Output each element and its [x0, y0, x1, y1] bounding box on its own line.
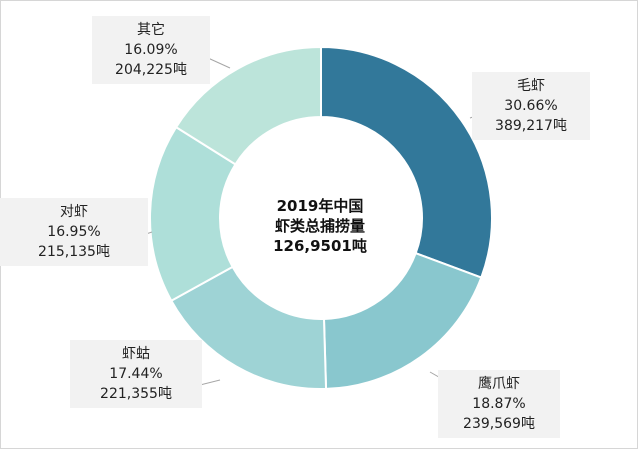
slice-label-xiagu: 虾蛄 17.44% 221,355吨	[70, 340, 202, 408]
slice-name: 对虾	[60, 204, 88, 220]
slice-percent: 30.66%	[504, 98, 558, 114]
slice-label-yingzhaoxia: 鹰爪虾 18.87% 239,569吨	[438, 370, 560, 438]
slice-percent: 16.95%	[47, 224, 101, 240]
slice-name: 其它	[137, 22, 165, 38]
slice-label-duixia: 对虾 16.95% 215,135吨	[0, 198, 148, 266]
slice-value: 215,135吨	[38, 244, 110, 260]
center-line-2: 虾类总捕捞量	[274, 217, 365, 235]
slice-qita	[174, 45, 322, 166]
slice-name: 虾蛄	[122, 346, 150, 362]
slice-maoxia	[320, 45, 493, 279]
slice-label-maoxia: 毛虾 30.66% 389,217吨	[472, 72, 590, 140]
center-line-3: 126,9501吨	[273, 237, 367, 255]
slice-value: 389,217吨	[495, 118, 567, 134]
slice-yingzhaoxia	[322, 251, 483, 390]
slice-name: 鹰爪虾	[478, 376, 520, 392]
slice-name: 毛虾	[517, 78, 545, 94]
slice-percent: 17.44%	[109, 366, 163, 382]
slice-percent: 18.87%	[472, 396, 526, 412]
slice-value: 239,569吨	[463, 416, 535, 432]
center-line-1: 2019年中国	[276, 197, 364, 215]
slice-label-qita: 其它 16.09% 204,225吨	[92, 16, 210, 84]
slice-percent: 16.09%	[124, 42, 178, 58]
slice-value: 204,225吨	[115, 62, 187, 78]
leader-line	[207, 57, 231, 69]
center-label: 2019年中国 虾类总捕捞量 126,9501吨	[230, 196, 410, 256]
slice-value: 221,355吨	[100, 386, 172, 402]
